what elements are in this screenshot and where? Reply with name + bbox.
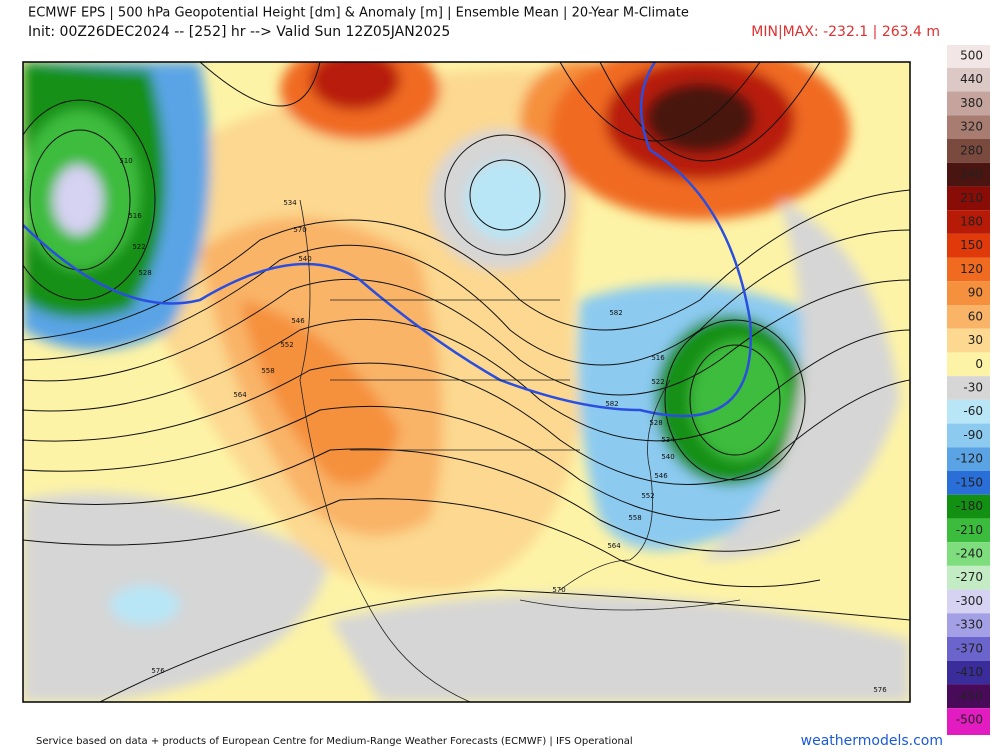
- colorbar: 500 440 380 320 280 240 210 180 150 120 90 60 30 0 -30…: [947, 45, 990, 735]
- colorbar-segment: [947, 186, 990, 211]
- contour-label: 570: [293, 226, 306, 234]
- map-frame: [22, 61, 911, 703]
- contour-label: 528: [138, 269, 151, 277]
- colorbar-label: -240: [956, 547, 983, 561]
- colorbar-label: -500: [956, 713, 983, 727]
- map: [23, 62, 910, 702]
- contour-label: 534: [283, 199, 297, 207]
- colorbar-segment: [947, 45, 990, 68]
- colorbar-label: 240: [960, 167, 983, 181]
- colorbar-label: -60: [963, 404, 983, 418]
- contour-label: 534: [661, 436, 675, 444]
- colorbar-label: -270: [956, 570, 983, 584]
- colorbar-segment: [947, 708, 990, 735]
- init-line: Init: 00Z26DEC2024 -- [252] hr --> Valid…: [28, 24, 450, 40]
- colorbar-label: 440: [960, 72, 983, 86]
- colorbar-segment: [947, 162, 990, 187]
- contour-label: 564: [607, 542, 621, 550]
- colorbar-segment: [947, 565, 990, 590]
- colorbar-label: -30: [963, 381, 983, 395]
- contour-label: 576: [151, 667, 165, 675]
- contour-label: 582: [605, 400, 618, 408]
- colorbar-label: 320: [960, 120, 983, 134]
- contour-label: 564: [233, 391, 247, 399]
- contour-label: 540: [661, 453, 674, 461]
- colorbar-segment: [947, 91, 990, 116]
- colorbar-label: 280: [960, 143, 983, 157]
- contour-label: 540: [298, 255, 311, 263]
- contour-label: 552: [641, 492, 654, 500]
- colorbar-label: 500: [960, 49, 983, 63]
- contour-label: 552: [280, 341, 293, 349]
- colorbar-label: 90: [968, 286, 983, 300]
- contour-label: 510: [119, 157, 132, 165]
- colorbar-label: -410: [956, 665, 983, 679]
- contour-label: 546: [291, 317, 305, 325]
- contour-label: 528: [649, 419, 662, 427]
- colorbar-segment: [947, 305, 990, 329]
- colorbar-segment: [947, 233, 990, 258]
- colorbar-segment: [947, 376, 990, 400]
- colorbar-label: 380: [960, 96, 983, 110]
- colorbar-segment: [947, 613, 990, 637]
- colorbar-segment: [947, 352, 990, 377]
- colorbar-segment: [947, 494, 990, 519]
- contour-label: 558: [628, 514, 641, 522]
- min-max: MIN|MAX: -232.1 | 263.4 m: [751, 24, 940, 40]
- colorbar-label: -180: [956, 499, 983, 513]
- colorbar-label: 120: [960, 262, 983, 276]
- colorbar-segment: [947, 542, 990, 566]
- colorbar-segment: [947, 281, 990, 305]
- contour-label: 546: [654, 472, 668, 480]
- colorbar-segment: [947, 518, 990, 543]
- contour-label: 576: [873, 686, 887, 694]
- contour-label: 516: [651, 354, 665, 362]
- contour-label: 570: [552, 586, 565, 594]
- colorbar-label: 0: [975, 357, 983, 371]
- contour-label: 582: [609, 309, 622, 317]
- contour-label: 522: [132, 243, 145, 251]
- colorbar-label: -210: [956, 523, 983, 537]
- colorbar-label: 60: [968, 309, 983, 323]
- colorbar-label: 30: [968, 333, 983, 347]
- colorbar-label: 180: [960, 215, 983, 229]
- colorbar-segment: [947, 210, 990, 234]
- colorbar-segment: [947, 471, 990, 495]
- colorbar-label: -450: [956, 689, 983, 703]
- colorbar-segment: [947, 660, 990, 685]
- colorbar-segment: [947, 637, 990, 661]
- contour-label: 558: [261, 367, 274, 375]
- site: weathermodels.com: [801, 733, 943, 749]
- credit: Service based on data + products of Euro…: [36, 736, 633, 747]
- colorbar-segment: [947, 684, 990, 709]
- colorbar-label: 210: [960, 191, 983, 205]
- colorbar-segment: [947, 328, 990, 353]
- colorbar-label: -330: [956, 618, 983, 632]
- contour-label: 522: [651, 378, 664, 386]
- contour-label: 516: [128, 212, 142, 220]
- colorbar-segment: [947, 67, 990, 92]
- colorbar-segment: [947, 423, 990, 448]
- colorbar-segment: [947, 139, 990, 163]
- colorbar-segment: [947, 447, 990, 471]
- title: ECMWF EPS | 500 hPa Geopotential Height …: [28, 6, 689, 21]
- colorbar-segment: [947, 589, 990, 614]
- colorbar-label: -150: [956, 475, 983, 489]
- colorbar-label: 150: [960, 238, 983, 252]
- colorbar-label: -300: [956, 594, 983, 608]
- colorbar-label: -90: [963, 428, 983, 442]
- colorbar-segment: [947, 399, 990, 424]
- contour-labels: 510 516 522 528 534 540 546 552 558 564 570 576 582 5…: [119, 157, 887, 694]
- colorbar-segment: [947, 257, 990, 282]
- colorbar-label: -370: [956, 641, 983, 655]
- colorbar-label: -120: [956, 452, 983, 466]
- colorbar-segment: [947, 115, 990, 139]
